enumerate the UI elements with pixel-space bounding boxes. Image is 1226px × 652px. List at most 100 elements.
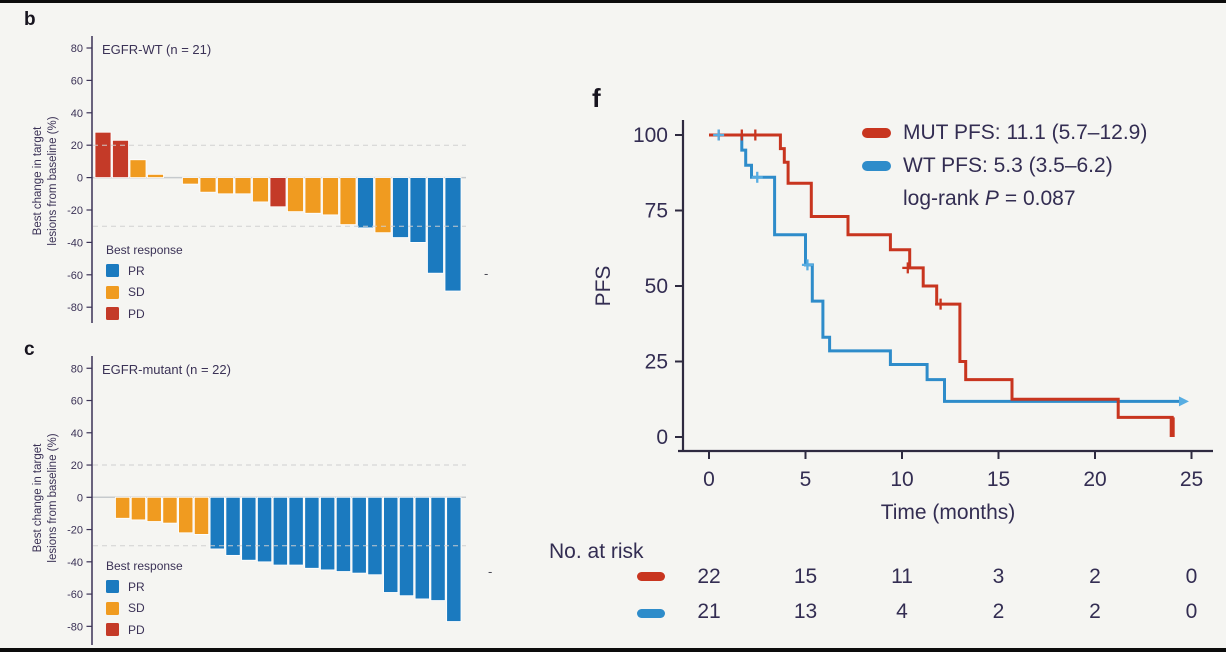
sd-label: SD [128,601,145,616]
y-tick-label: -80 [67,302,83,314]
panel-b-title: EGFR-WT (n = 21) [102,42,212,57]
x-tick-label: 10 [890,468,913,491]
legend-item-sd: SD [106,598,183,620]
mut-dash-icon [862,127,891,138]
waterfall-panel-c: 80 60 40 20 0 -20 -40 -60 -80 [67,356,466,645]
panel-f-letter: f [592,83,601,113]
risk-count: 0 [1185,600,1198,623]
bar-sd [234,177,252,195]
risk-table-label: No. at risk [549,540,644,563]
y-tick-label: 0 [77,173,83,185]
bar-pr [444,177,462,292]
censor-mark-mut [736,129,748,141]
legend-item-pd: PD [106,619,183,641]
bar-sd [162,496,178,524]
bar-sd [217,177,234,195]
pr-label: PR [128,263,145,278]
bar-pr [383,496,399,593]
bar-pr [409,177,427,243]
pd-swatch [106,623,119,637]
bar-sd [146,496,162,522]
ylabel-line2: lesions from baseline (%) [46,433,59,563]
bar-pr [427,177,444,274]
y-tick-label: 25 [645,351,668,374]
letterbox-top [0,0,1226,3]
y-tick-label: -80 [67,621,83,633]
panel-c-letter: c [24,339,35,360]
y-tick-label: 0 [77,492,83,504]
bar-sd [130,496,146,521]
wt-dash-icon [862,160,891,171]
y-tick-label: 20 [71,460,83,472]
bar-pr [225,496,241,556]
pr-swatch [106,580,119,594]
y-tick-label: -60 [67,589,83,601]
bar-pr [414,496,430,600]
legend-item-pd: PD [106,303,183,325]
risk-count: 2 [1089,565,1101,588]
y-tick-label: -40 [67,557,83,569]
bar-sd [115,496,131,519]
y-tick-label: -20 [67,525,83,537]
bar-pd [112,139,129,178]
bar-pr [446,496,462,622]
bar-pr [367,496,383,576]
bar-sd [193,496,210,535]
pr-swatch [106,264,119,278]
legend-item-pr: PR [106,260,183,282]
waterfall-panel-b: 80 60 40 20 0 -20 -40 -60 -80 [67,36,466,323]
y-tick-label: -60 [67,270,83,282]
risk-count: 13 [793,600,818,623]
pd-swatch [106,307,119,321]
y-tick-label: 20 [71,140,83,152]
x-axis-label: Time (months) [880,501,1016,524]
bar-pr [241,496,257,561]
pfs-axis-label: PFS [592,265,615,307]
logrank-p-symbol: P [984,186,999,210]
bar-sd [322,177,339,216]
bar-sd [252,177,269,203]
y-tick-label: 40 [71,428,83,440]
bar-pr [357,177,374,229]
panel-b-ylabel: Best change in target lesions from basel… [31,73,61,289]
risk-count: 11 [891,565,913,588]
panel-b-legend: Best response PR SD PD [106,243,183,325]
stray-mark-c: - [488,564,493,579]
panel-c-title: EGFR-mutant (n = 22) [102,362,231,377]
bar-sd [182,177,199,185]
y-tick-label: 100 [633,124,668,147]
logrank-prefix: log-rank [903,186,979,210]
y-tick-label: 40 [71,108,83,120]
ylabel-line2: lesions from baseline (%) [46,116,59,246]
bar-pr [209,496,225,550]
bar-sd [147,173,164,179]
legend-item-sd: SD [106,282,183,304]
bar-sd [129,159,147,178]
bar-sd [178,496,194,534]
bar-pr [257,496,273,563]
sd-label: SD [128,285,145,300]
sd-swatch [106,285,119,299]
km-logrank: log-rank P = 0.087 [862,182,1147,215]
bar-sd [339,177,357,225]
risk-count: 15 [793,565,818,588]
bar-pd [94,131,112,179]
y-tick-label: -40 [67,237,83,249]
risk-count: 22 [697,565,721,588]
ylabel-line1: Best change in target [32,126,44,236]
bar-sd [199,177,217,193]
risk-swatch-wt [637,609,665,618]
censor-mark-wt [713,129,725,141]
x-tick-label: 25 [1180,468,1203,491]
censor-mark-wt [751,171,763,183]
bar-pr [351,496,367,574]
x-tick-label: 15 [987,468,1010,491]
risk-swatch-mut [637,572,665,581]
y-tick-label: 50 [645,275,668,298]
km-plot: 100 75 50 25 0 0 5 10 15 20 25 [633,120,1213,491]
legend-item-pr: PR [106,576,183,598]
panel-c-legend: Best response PR SD PD [106,559,183,641]
y-tick-label: 0 [656,426,668,449]
